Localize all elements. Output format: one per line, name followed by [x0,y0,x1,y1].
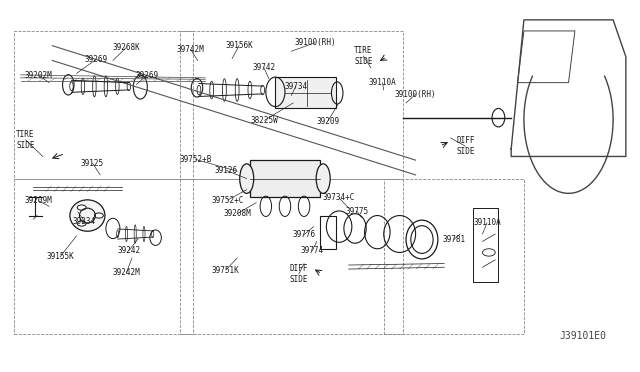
Text: 39110A: 39110A [369,78,396,87]
Text: 39242M: 39242M [113,268,140,277]
Text: 39734: 39734 [284,82,307,91]
Text: 39126: 39126 [214,166,237,174]
Bar [180,31,403,179]
Bar [384,179,524,334]
Text: 39155K: 39155K [46,252,74,262]
Text: 38225W: 38225W [251,116,278,125]
Ellipse shape [240,164,253,193]
Circle shape [77,221,86,226]
Bar [14,179,193,334]
Text: DIFF
SIDE: DIFF SIDE [456,137,474,156]
Text: 39775: 39775 [346,206,369,216]
Text: 39242: 39242 [117,246,140,255]
Text: 39125: 39125 [81,158,104,168]
Bar [320,215,336,249]
Bar [275,77,336,109]
Text: 39209M: 39209M [24,196,52,205]
Text: 39100(RH): 39100(RH) [395,90,436,99]
Text: 39100(RH): 39100(RH) [294,38,336,47]
Text: TIRE
SIDE: TIRE SIDE [17,130,35,150]
Text: 39202M: 39202M [24,71,52,80]
Bar [250,160,320,197]
Text: 39209: 39209 [316,117,339,126]
Text: 39776: 39776 [292,230,316,239]
Text: 39781: 39781 [442,235,465,244]
Circle shape [77,205,86,210]
Bar [180,179,403,334]
Text: 39742: 39742 [252,63,275,72]
Text: 39269: 39269 [84,55,108,64]
Bar [14,31,193,179]
Text: 39268K: 39268K [113,43,140,52]
Text: TIRE
SIDE: TIRE SIDE [354,46,372,66]
Text: J39101E0: J39101E0 [560,331,607,341]
Circle shape [95,213,103,218]
Ellipse shape [70,200,105,231]
Text: 39269: 39269 [135,71,158,80]
Text: 39156K: 39156K [225,41,253,50]
Text: 39208M: 39208M [223,209,251,218]
Text: 39774: 39774 [301,246,324,255]
Text: 39751K: 39751K [212,266,239,275]
Text: 39742M: 39742M [177,45,205,54]
Text: 39234: 39234 [73,217,96,225]
Text: 39734+C: 39734+C [323,193,355,202]
Ellipse shape [316,164,330,193]
Text: DIFF
SIDE: DIFF SIDE [290,264,308,283]
Text: 39110A: 39110A [473,218,501,227]
Text: 39752+C: 39752+C [211,196,244,205]
Text: 39752+B: 39752+B [180,155,212,164]
